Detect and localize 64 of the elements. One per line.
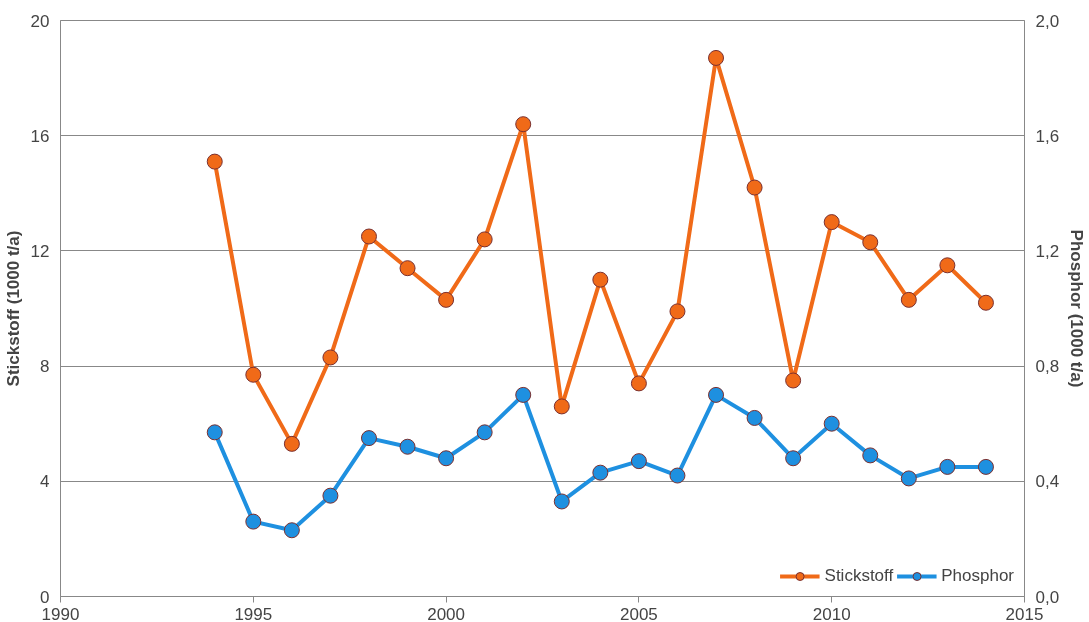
point — [245, 513, 262, 530]
point — [669, 467, 686, 484]
y2-tick-label: 0,0 — [1035, 587, 1060, 607]
point — [553, 398, 570, 415]
point — [785, 450, 802, 467]
point — [322, 487, 339, 504]
point — [399, 260, 416, 277]
point — [630, 375, 647, 392]
point — [515, 116, 532, 133]
legend-label: Stickstoff — [824, 566, 894, 586]
y2-tick-label: 1,6 — [1035, 126, 1060, 146]
point — [476, 424, 493, 441]
point — [746, 409, 763, 426]
y-tick-label: 8 — [40, 357, 50, 377]
point — [360, 430, 377, 447]
y2-axis-title: Phosphor (1000 t/a) — [1067, 229, 1087, 388]
point — [206, 424, 223, 441]
x-tick-label: 1995 — [234, 604, 273, 622]
point — [515, 386, 532, 403]
point — [438, 450, 455, 467]
point — [823, 214, 840, 231]
y2-tick-label: 0,8 — [1035, 357, 1060, 377]
x-tick-label: 2005 — [619, 604, 658, 622]
y-tick-label: 12 — [30, 241, 50, 261]
point — [476, 231, 493, 248]
y-axis-title: Stickstoff (1000 t/a) — [3, 230, 23, 387]
point — [785, 372, 802, 389]
point — [592, 271, 609, 288]
point — [939, 257, 956, 274]
point — [360, 228, 377, 245]
point — [245, 366, 262, 383]
point — [977, 294, 994, 311]
y2-tick-label: 0,4 — [1035, 472, 1060, 492]
y-tick-label: 20 — [30, 11, 50, 31]
legend-label: Phosphor — [941, 566, 1014, 586]
point — [206, 153, 223, 170]
y-tick-label: 16 — [30, 126, 50, 146]
x-tick-label: 2010 — [812, 604, 851, 622]
y-tick-label: 4 — [40, 472, 50, 492]
x-tick-label: 2000 — [427, 604, 466, 622]
point — [592, 464, 609, 481]
point — [900, 470, 917, 487]
point — [823, 415, 840, 432]
point — [708, 386, 725, 403]
point — [977, 458, 994, 475]
y-tick-label: 0 — [40, 587, 50, 607]
point — [630, 453, 647, 470]
point — [862, 234, 879, 251]
point — [283, 435, 300, 452]
point — [399, 438, 416, 455]
point — [438, 291, 455, 308]
x-tick-label: 2015 — [1005, 604, 1044, 622]
point — [900, 291, 917, 308]
y2-tick-label: 2,0 — [1035, 11, 1060, 31]
point — [322, 349, 339, 366]
point — [553, 493, 570, 510]
point — [862, 447, 879, 464]
x-tick-label: 1990 — [41, 604, 80, 622]
point — [746, 179, 763, 196]
y2-tick-label: 1,2 — [1035, 241, 1060, 261]
point — [708, 49, 725, 66]
point — [669, 303, 686, 320]
point — [283, 522, 300, 539]
point — [939, 458, 956, 475]
